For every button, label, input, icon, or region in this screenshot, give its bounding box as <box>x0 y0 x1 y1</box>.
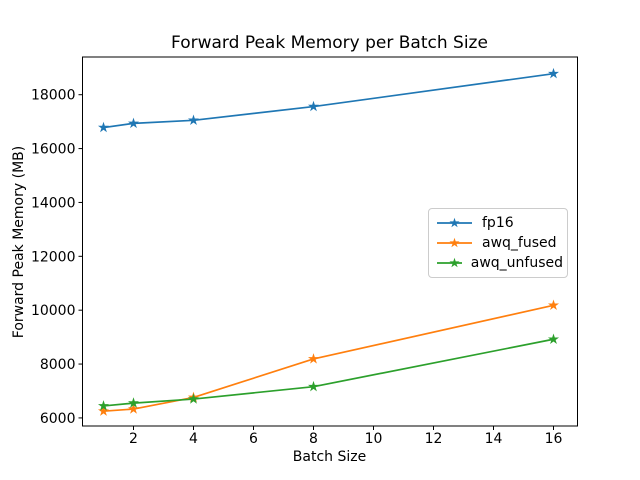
x-tick-label: 14 <box>485 431 503 447</box>
data-point-awq_unfused <box>307 380 320 392</box>
data-point-fp16 <box>307 100 320 112</box>
legend-item-awq-unfused: awq_unfused <box>436 253 563 273</box>
x-tick-label: 6 <box>249 431 258 447</box>
line-star-icon <box>437 217 472 228</box>
data-point-fp16 <box>127 117 140 129</box>
x-tick-label: 8 <box>309 431 318 447</box>
y-tick-label: 8000 <box>40 357 76 373</box>
line-star-icon <box>437 257 462 268</box>
y-axis-label: Forward Peak Memory (MB) <box>11 145 27 339</box>
data-point-awq_unfused <box>97 400 110 411</box>
data-point-awq_fused <box>97 405 110 416</box>
x-tick-label: 2 <box>129 431 138 447</box>
y-tick-label: 18000 <box>31 88 76 104</box>
y-tick-label: 6000 <box>40 411 76 427</box>
y-tick-label: 16000 <box>31 142 76 158</box>
data-point-fp16 <box>547 67 560 79</box>
data-point-fp16 <box>187 114 200 125</box>
data-point-awq_fused <box>547 299 560 311</box>
legend-label: awq_fused <box>482 235 557 251</box>
legend-label: fp16 <box>482 215 514 231</box>
data-point-awq_unfused <box>187 393 200 404</box>
legend: fp16 awq_fused awq_unfused <box>428 208 568 278</box>
legend-item-awq-fused: awq_fused <box>436 233 563 253</box>
x-tick-label: 16 <box>545 431 563 447</box>
data-point-awq_fused <box>307 353 320 364</box>
x-tick-label: 12 <box>425 431 443 447</box>
y-tick-label: 12000 <box>31 249 76 265</box>
data-point-awq_unfused <box>547 333 560 344</box>
x-axis-label: Batch Size <box>292 449 367 465</box>
legend-item-fp16: fp16 <box>436 213 563 233</box>
y-tick-label: 10000 <box>31 303 76 319</box>
x-tick-label: 10 <box>365 431 383 447</box>
x-tick-label: 4 <box>189 431 198 447</box>
y-tick-label: 14000 <box>31 195 76 211</box>
data-point-awq_unfused <box>127 397 140 408</box>
legend-label: awq_unfused <box>470 255 563 271</box>
data-point-fp16 <box>97 121 110 133</box>
line-star-icon <box>437 237 472 248</box>
chart-title: Forward Peak Memory per Batch Size <box>171 33 488 53</box>
data-point-awq_fused <box>127 403 140 414</box>
